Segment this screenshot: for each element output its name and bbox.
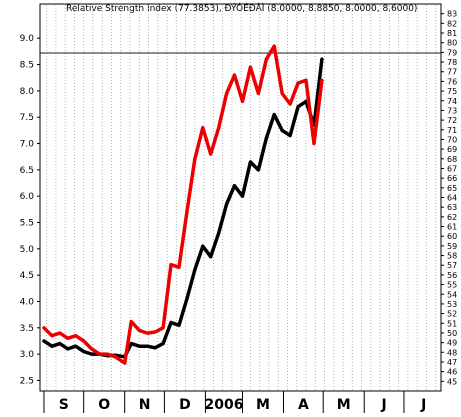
right-axis-tick-label: 62: [447, 213, 457, 222]
left-axis-tick-label: 4.0: [20, 297, 35, 307]
right-axis-tick-label: 63: [447, 203, 457, 212]
right-axis-tick-label: 46: [447, 368, 457, 377]
left-axis-tick-label: 6.5: [20, 166, 34, 176]
left-axis-tick-label: 7.5: [20, 113, 34, 123]
right-axis-tick-label: 72: [447, 116, 457, 125]
left-axis-tick-label: 6.0: [20, 192, 35, 202]
right-axis-tick-label: 59: [447, 242, 457, 251]
right-axis-tick-label: 73: [447, 106, 457, 115]
series-layer: [42, 44, 324, 365]
left-axis-tick-label: 3.0: [20, 350, 35, 360]
right-axis-tick-label: 57: [447, 261, 457, 270]
right-axis-tick-label: 51: [447, 319, 457, 328]
left-axis-tick-label: 4.5: [20, 271, 34, 281]
right-axis-tick-label: 49: [447, 339, 457, 348]
month-label: J: [380, 397, 386, 413]
right-axis-tick-label: 47: [447, 358, 457, 367]
month-label: M: [256, 397, 270, 413]
right-axis-tick-label: 45: [447, 377, 457, 386]
right-axis-tick-label: 76: [447, 77, 457, 86]
month-label: S: [59, 397, 69, 413]
right-axis-tick-label: 69: [447, 145, 457, 154]
right-axis-tick-label: 67: [447, 164, 457, 173]
left-axis-tick-label: 2.5: [20, 376, 34, 386]
grid-layer: [46, 5, 437, 390]
series-line-black: [42, 57, 324, 359]
right-axis-tick-label: 71: [447, 126, 457, 135]
right-axis-tick-label: 60: [447, 232, 457, 241]
month-label: 2006: [204, 397, 243, 413]
left-axis-tick-label: 8.0: [20, 87, 35, 97]
right-axis-tick-label: 78: [447, 58, 457, 67]
right-axis-tick-label: 83: [447, 10, 457, 19]
month-label: J: [420, 397, 426, 413]
right-axis-tick-label: 58: [447, 252, 457, 261]
left-axis-tick-label: 9.0: [20, 34, 35, 44]
right-axis-tick-label: 81: [447, 29, 457, 38]
month-label: M: [337, 397, 351, 413]
right-axis-tick-label: 55: [447, 281, 457, 290]
series-line-red: [42, 44, 324, 365]
left-axis-tick-label: 5.5: [20, 219, 34, 229]
month-label: D: [179, 397, 191, 413]
left-axis: 2.5 3.0 3.5 4.0 4.5 5.0 5.5 6.0 6.5 7.0 7.5 8.0 8.5 9…: [20, 34, 40, 386]
left-axis-tick-label: 8.5: [20, 61, 34, 71]
month-label: A: [298, 397, 309, 413]
right-axis: 4546474849505152535455565758596061626364…: [441, 10, 457, 386]
right-axis-tick-label: 65: [447, 184, 457, 193]
right-axis-tick-label: 80: [447, 39, 457, 48]
month-label: O: [98, 397, 110, 413]
right-axis-tick-label: 68: [447, 155, 457, 164]
right-axis-tick-label: 54: [447, 290, 457, 299]
right-axis-tick-label: 77: [447, 68, 457, 77]
right-axis-tick-label: 70: [447, 135, 457, 144]
right-axis-tick-label: 50: [447, 329, 457, 338]
left-axis-tick-label: 5.0: [20, 245, 35, 255]
right-axis-tick-label: 48: [447, 348, 457, 357]
month-label: N: [139, 397, 151, 413]
x-axis: S O N D 2006 M A M J J: [43, 391, 426, 413]
right-axis-tick-label: 74: [447, 97, 457, 106]
chart-title: Relative Strength Index (77.3853), ÐÝÓÉÐ…: [66, 2, 417, 14]
right-axis-tick-label: 79: [447, 48, 457, 57]
left-axis-tick-label: 3.5: [20, 324, 34, 334]
right-axis-tick-label: 61: [447, 223, 457, 232]
right-axis-tick-label: 75: [447, 87, 457, 96]
left-axis-tick-label: 7.0: [20, 140, 35, 150]
right-axis-tick-label: 82: [447, 19, 457, 28]
right-axis-tick-label: 66: [447, 174, 457, 183]
right-axis-tick-label: 64: [447, 194, 457, 203]
right-axis-tick-label: 56: [447, 271, 457, 280]
right-axis-tick-label: 53: [447, 300, 457, 309]
right-axis-tick-label: 52: [447, 310, 457, 319]
